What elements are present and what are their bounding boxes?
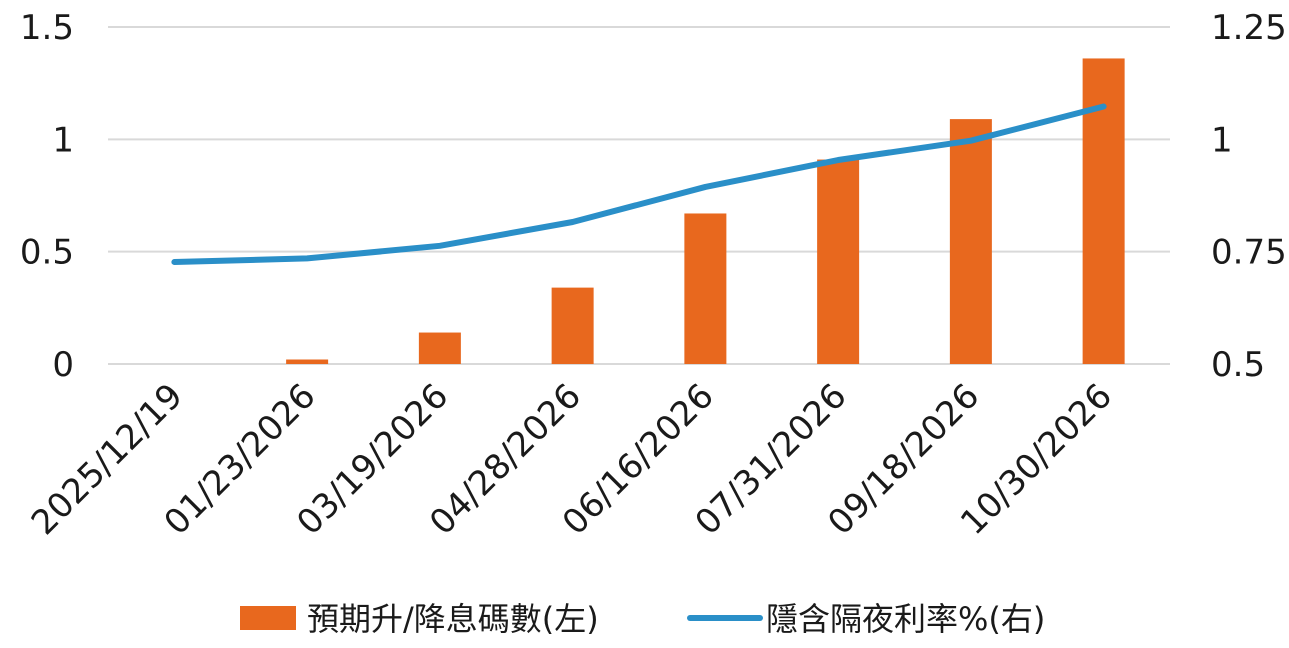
right-tick-label: 1 — [1211, 120, 1233, 160]
right-tick-label: 1.25 — [1211, 8, 1287, 48]
bar — [418, 332, 461, 364]
bar — [817, 159, 860, 364]
legend-line-label: 隱含隔夜利率%(右) — [766, 600, 1045, 638]
x-axis: 2025/12/1901/23/202603/19/202604/28/2026… — [24, 376, 1120, 543]
bar — [684, 213, 727, 364]
legend-bar-swatch — [240, 606, 296, 630]
left-axis: 0 0.5 1 1.5 — [20, 8, 74, 385]
bar — [551, 287, 594, 364]
left-tick-label: 1.5 — [20, 8, 74, 48]
left-tick-label: 1 — [52, 120, 74, 160]
left-tick-label: 0 — [52, 345, 74, 385]
right-tick-label: 0.5 — [1211, 345, 1265, 385]
bar — [949, 119, 992, 364]
left-tick-label: 0.5 — [20, 233, 74, 273]
right-axis: 0.5 0.75 1 1.25 — [1211, 8, 1287, 385]
bar-series — [286, 58, 1125, 364]
bar — [286, 359, 329, 364]
legend-bar-label: 預期升/降息碼數(左) — [307, 600, 599, 638]
line-series-path — [171, 103, 1107, 266]
right-tick-label: 0.75 — [1211, 233, 1287, 273]
line-series — [171, 103, 1107, 266]
gridlines — [108, 26, 1170, 365]
legend: 預期升/降息碼數(左) 隱含隔夜利率%(右) — [240, 600, 1045, 638]
